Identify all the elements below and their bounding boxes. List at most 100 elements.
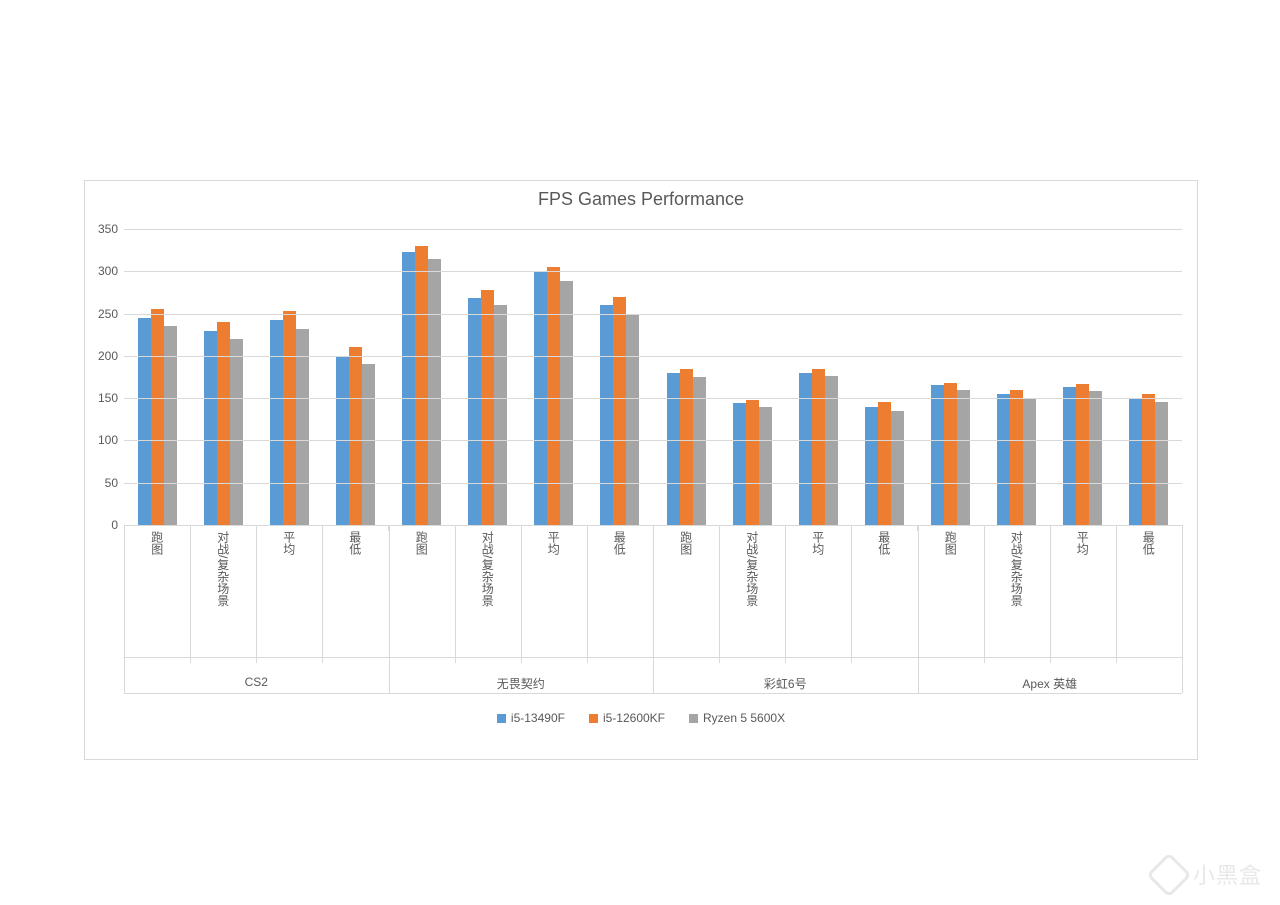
legend-label: Ryzen 5 5600X (703, 711, 785, 725)
subgroup-label: 最低 (876, 531, 893, 555)
subgroup-label: 平均 (281, 531, 298, 555)
axis-band-line (124, 693, 1182, 694)
gridline (124, 440, 1182, 441)
group-label: 无畏契约 (497, 675, 545, 692)
watermark: 小黑盒 (1153, 858, 1262, 893)
bar (799, 373, 812, 525)
bar (1089, 391, 1102, 525)
bar (362, 364, 375, 525)
watermark-cube-icon (1146, 852, 1191, 897)
bar (349, 347, 362, 525)
subgroup-divider (521, 531, 522, 663)
legend-label: i5-12600KF (603, 711, 665, 725)
legend-swatch (497, 714, 506, 723)
gridline (124, 229, 1182, 230)
legend-swatch (689, 714, 698, 723)
y-tick-label: 250 (98, 307, 124, 321)
subgroup-label: 跑图 (149, 531, 166, 555)
gridline (124, 398, 1182, 399)
bar (865, 407, 878, 525)
y-tick-label: 350 (98, 222, 124, 236)
bar (1063, 387, 1076, 525)
y-tick-label: 50 (105, 476, 124, 490)
bar (733, 403, 746, 525)
subgroup-divider (1050, 531, 1051, 663)
bar (428, 259, 441, 525)
subgroup-label: 跑图 (942, 531, 959, 555)
legend-item: i5-12600KF (589, 711, 665, 725)
subgroup-divider (587, 531, 588, 663)
bar (151, 309, 164, 525)
subgroup-label: 对战/复杂场景 (744, 531, 761, 606)
bars-layer (124, 229, 1182, 525)
bar (891, 411, 904, 525)
bar (957, 390, 970, 525)
chart-frame: FPS Games Performance 050100150200250300… (84, 180, 1198, 760)
bar (626, 314, 639, 525)
subgroup-label: 最低 (347, 531, 364, 555)
group-label: Apex 英雄 (1022, 675, 1077, 692)
bar (270, 320, 283, 526)
subgroup-divider (984, 531, 985, 663)
group-left-divider (653, 531, 654, 663)
bar (217, 322, 230, 525)
group-left-divider (918, 531, 919, 663)
bar (878, 402, 891, 525)
y-tick-label: 300 (98, 264, 124, 278)
y-tick-label: 150 (98, 391, 124, 405)
legend-item: i5-13490F (497, 711, 565, 725)
bar (613, 297, 626, 525)
legend-label: i5-13490F (511, 711, 565, 725)
bar (204, 331, 217, 526)
subgroup-divider (1116, 531, 1117, 663)
bar (1023, 398, 1036, 525)
bar (468, 298, 481, 525)
group-left-divider (389, 531, 390, 663)
group-divider (1182, 525, 1183, 693)
plot-area: 050100150200250300350跑图对战/复杂场景平均最低CS2跑图对… (124, 229, 1182, 525)
legend-swatch (589, 714, 598, 723)
axis-band-line (124, 657, 1182, 658)
bar (283, 311, 296, 525)
group-left-divider (124, 531, 125, 663)
bar (494, 305, 507, 525)
watermark-text: 小黑盒 (1193, 863, 1262, 888)
bar (680, 369, 693, 525)
bar (402, 252, 415, 525)
subgroup-label: 平均 (810, 531, 827, 555)
subgroup-label: 跑图 (413, 531, 430, 555)
gridline (124, 356, 1182, 357)
bar (1142, 394, 1155, 525)
bar (997, 394, 1010, 525)
bar (1010, 390, 1023, 525)
bar (746, 400, 759, 525)
bar (600, 305, 613, 525)
bar (230, 339, 243, 525)
subgroup-divider (190, 531, 191, 663)
bar (481, 290, 494, 525)
chart-title: FPS Games Performance (85, 181, 1197, 210)
bar (560, 281, 573, 525)
subgroup-label: 对战/复杂场景 (215, 531, 232, 606)
subgroup-divider (851, 531, 852, 663)
subgroup-label: 对战/复杂场景 (479, 531, 496, 606)
group-label: 彩虹6号 (764, 675, 807, 692)
bar (1076, 384, 1089, 525)
subgroup-divider (719, 531, 720, 663)
bar (547, 267, 560, 525)
bar (812, 369, 825, 525)
y-tick-label: 200 (98, 349, 124, 363)
legend: i5-13490F i5-12600KF Ryzen 5 5600X (85, 711, 1197, 725)
subgroup-label: 平均 (1074, 531, 1091, 555)
bar (1129, 398, 1142, 525)
bar (1155, 402, 1168, 525)
gridline (124, 483, 1182, 484)
subgroup-divider (322, 531, 323, 663)
bar (944, 383, 957, 525)
subgroup-label: 平均 (545, 531, 562, 555)
bar (138, 318, 151, 525)
legend-item: Ryzen 5 5600X (689, 711, 785, 725)
bar (296, 329, 309, 525)
subgroup-divider (785, 531, 786, 663)
gridline (124, 271, 1182, 272)
